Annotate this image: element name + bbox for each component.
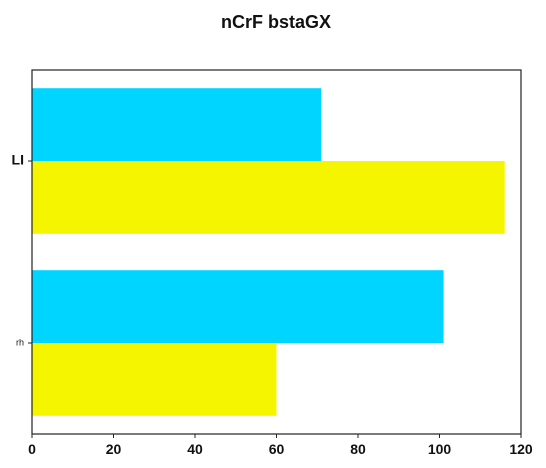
y-axis: LI rh — [12, 152, 32, 347]
bars-group — [32, 88, 505, 416]
x-tick-label: 60 — [269, 441, 285, 457]
x-tick-label: 120 — [509, 441, 533, 457]
y-tick-label: rh — [16, 337, 24, 347]
x-tick-label: 40 — [187, 441, 203, 457]
chart-title: nCrF bstaGX — [221, 12, 331, 32]
bar-rh-series-2 — [32, 343, 277, 416]
x-tick-label: 80 — [350, 441, 366, 457]
bar-rh-series-1 — [32, 270, 444, 343]
bar-li-series-2 — [32, 161, 505, 234]
x-tick-label: 0 — [28, 441, 36, 457]
y-tick-label: LI — [12, 152, 24, 168]
bar-li-series-1 — [32, 88, 322, 161]
x-tick-label: 100 — [428, 441, 452, 457]
x-tick-label: 20 — [106, 441, 122, 457]
x-axis: 0 20 40 60 80 100 120 — [28, 434, 533, 457]
